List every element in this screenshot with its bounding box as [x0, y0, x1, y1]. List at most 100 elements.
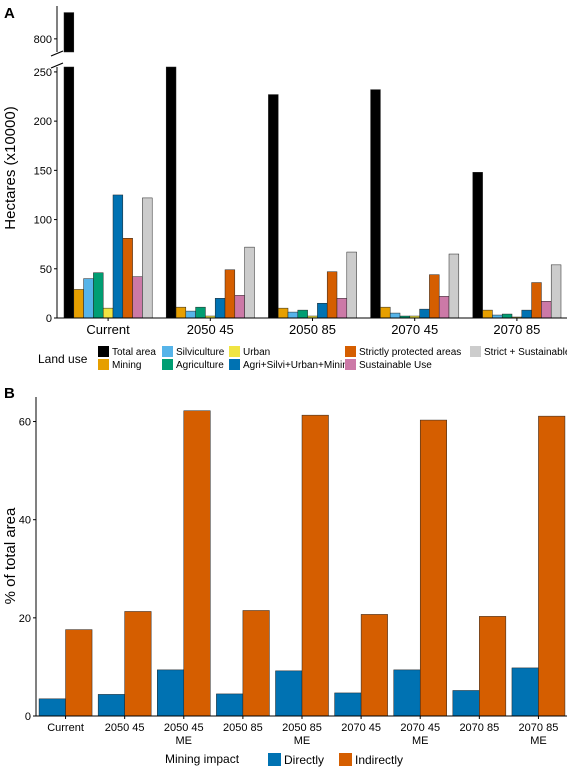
break-mark-top	[50, 50, 64, 57]
y-tick-label-50: 50	[40, 264, 52, 276]
bar-2070-45-total-area	[370, 89, 381, 319]
x-tick-label-2050-45-me: 2050 45 ME	[164, 722, 204, 747]
bar-2050-45-me-indirectly	[183, 410, 211, 717]
y-tick-label-0: 0	[46, 313, 52, 325]
bar-2070-45-mining	[380, 306, 391, 319]
bar-current-silviculture	[83, 278, 94, 319]
bar-2050-85-me-directly	[275, 670, 303, 717]
y-tick-label-0: 0	[25, 711, 31, 723]
legend-label-indirectly: Indirectly	[355, 753, 403, 767]
bar-2050-85-directly	[216, 693, 244, 717]
y-tick-label-20: 20	[19, 613, 31, 625]
bar-2070-45-indirectly	[360, 614, 388, 717]
bar-2050-45-strictly-protected-areas	[224, 269, 236, 319]
x-tick-label-2050-85: 2050 85	[223, 722, 263, 734]
legend-key-strict-sustainable	[470, 346, 481, 357]
break-gap	[49, 53, 89, 66]
bar-2070-45-me-directly	[393, 669, 421, 717]
legend-label-total-area: Total area	[112, 347, 156, 358]
legend-key-total-area	[98, 346, 109, 357]
bar-2070-45-sustainable-use	[438, 296, 450, 319]
bar-2070-85-total-area	[472, 172, 483, 319]
bar-2070-45-me-indirectly	[419, 419, 447, 717]
bar-2050-85-silviculture	[287, 311, 299, 319]
bar-2050-85-strict-sustainable	[346, 251, 357, 319]
legend-key-strictly-protected-areas	[345, 346, 356, 357]
panel-a-legend: Land use Total area Silviculture Urban Stri…	[38, 346, 567, 371]
bar-2050-85-me-indirectly	[301, 414, 329, 717]
x-tick-label-2070-85: 2070 85	[459, 722, 499, 734]
panel-b-plot: Current 2050 45 2050 45 ME 2050 85 2050 85 ME 2…	[19, 397, 567, 747]
legend-label-silviculture: Silviculture	[176, 347, 225, 358]
legend-key-urban	[229, 346, 240, 357]
y-tick-label-40: 40	[19, 515, 31, 527]
x-tick-label-2070-85: 2070 85	[493, 322, 540, 337]
bar-2070-85-me-directly	[511, 667, 539, 717]
legend-key-directly	[268, 753, 281, 766]
bar-current-strict-sustainable	[142, 197, 153, 319]
legend-label-strict-sustainable: Strict + Sustainable	[484, 347, 567, 358]
bar-2070-85-directly	[452, 690, 480, 717]
x-tick-label-2050-85: 2050 85	[289, 322, 336, 337]
y-tick-label-800: 800	[34, 34, 52, 46]
bar-2070-45-silviculture	[389, 312, 401, 319]
legend-key-sustainable-use	[345, 359, 356, 370]
bar-2050-85-agriculture	[297, 309, 308, 319]
legend-label-strictly-protected-areas: Strictly protected areas	[359, 347, 461, 358]
bar-current-agri-silvi-urban-mining	[112, 194, 124, 319]
bar-2050-85-mining	[277, 307, 289, 319]
x-tick-label-2050-45: 2050 45	[187, 322, 234, 337]
y-tick-label-150: 150	[34, 165, 52, 177]
legend-label-mining: Mining	[112, 360, 141, 371]
legend-key-agri-silvi-urban-mining	[229, 359, 240, 370]
legend-key-mining	[98, 359, 109, 370]
panel-b-legend-title: Mining impact	[165, 752, 240, 766]
y-tick-label-60: 60	[19, 417, 31, 429]
x-tick-label-current: Current	[47, 722, 84, 734]
panel-a-label: A	[4, 5, 15, 22]
bar-2050-45-mining	[175, 306, 187, 319]
legend-label-sustainable-use: Sustainable Use	[359, 360, 432, 371]
bar-current-strictly-protected-areas	[122, 238, 133, 319]
bar-current-sustainable-use	[132, 276, 143, 319]
bar-2050-45-silviculture	[185, 310, 196, 319]
bar-2050-85-total-area	[268, 94, 279, 319]
bar-2050-45-agriculture	[195, 306, 206, 319]
bar-2050-85-sustainable-use	[336, 298, 348, 319]
break-mark-bottom	[50, 62, 64, 69]
bar-2050-85-indirectly	[242, 610, 270, 717]
legend-key-indirectly	[339, 753, 352, 766]
panel-b-legend: Mining impact Directly Indirectly	[165, 752, 403, 767]
bar-2050-45-agri-silvi-urban-mining	[214, 298, 226, 319]
y-tick-label-200: 200	[34, 116, 52, 128]
y-tick-label-100: 100	[34, 215, 52, 227]
bar-2050-45-me-directly	[157, 669, 185, 717]
bar-2070-85-sustainable-use	[541, 301, 552, 319]
bar-2070-45-directly	[334, 692, 362, 717]
bar-2070-85-me-indirectly	[538, 415, 566, 717]
x-tick-label-2050-45: 2050 45	[105, 722, 145, 734]
legend-label-directly: Directly	[284, 753, 324, 767]
bar-2070-45-strict-sustainable	[448, 253, 460, 319]
panel-a-lower-plot: Current 2050 45 2050 85 2070 45 2070 85 0 50 10…	[34, 66, 567, 337]
bar-current-directly	[38, 698, 66, 717]
legend-label-urban: Urban	[243, 347, 270, 358]
bar-2070-85-strict-sustainable	[550, 264, 562, 319]
bar-2070-85-mining	[482, 309, 493, 319]
bar-2070-45-agri-silvi-urban-mining	[419, 308, 430, 319]
bar-2070-85-indirectly	[479, 616, 507, 717]
bar-current-total-area-upper	[63, 12, 75, 53]
bar-2050-45-directly	[97, 694, 125, 717]
x-tick-label-current: Current	[86, 322, 130, 337]
bar-current-mining	[73, 289, 84, 319]
bar-2070-45-strictly-protected-areas	[429, 274, 440, 319]
bar-2050-45-sustainable-use	[234, 295, 245, 319]
bar-2070-85-agriculture	[501, 313, 513, 319]
bar-current-total-area	[63, 66, 75, 319]
x-tick-label-2070-45-me: 2070 45 ME	[400, 722, 440, 747]
bar-2050-45-total-area	[165, 66, 177, 319]
bar-2050-45-indirectly	[124, 611, 152, 717]
bar-current-agriculture	[93, 272, 104, 319]
legend-label-agri-silvi-urban-mining: Agri+Silvi+Urban+Mining	[243, 360, 353, 371]
